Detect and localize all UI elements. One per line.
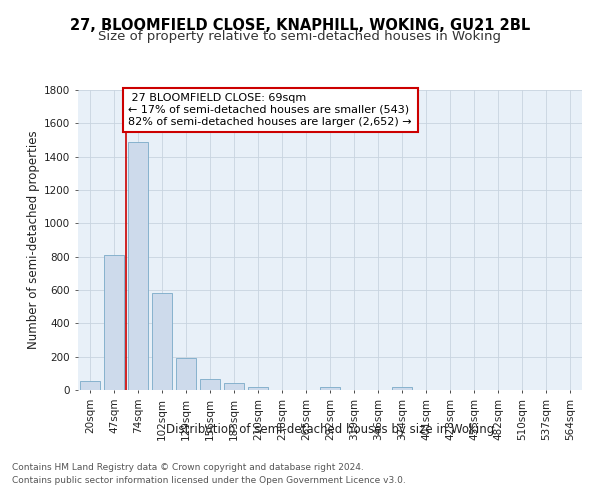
Bar: [320, 386, 340, 390]
Text: 27, BLOOMFIELD CLOSE, KNAPHILL, WOKING, GU21 2BL: 27, BLOOMFIELD CLOSE, KNAPHILL, WOKING, …: [70, 18, 530, 32]
Text: Contains HM Land Registry data © Crown copyright and database right 2024.: Contains HM Land Registry data © Crown c…: [12, 464, 364, 472]
Bar: [104, 255, 124, 390]
Bar: [80, 381, 100, 390]
Bar: [152, 294, 172, 390]
Bar: [128, 142, 148, 390]
Bar: [392, 386, 412, 390]
Text: 27 BLOOMFIELD CLOSE: 69sqm
← 17% of semi-detached houses are smaller (543)
82% o: 27 BLOOMFIELD CLOSE: 69sqm ← 17% of semi…: [128, 94, 412, 126]
Bar: [176, 358, 196, 390]
Text: Size of property relative to semi-detached houses in Woking: Size of property relative to semi-detach…: [98, 30, 502, 43]
Y-axis label: Number of semi-detached properties: Number of semi-detached properties: [27, 130, 40, 350]
Text: Contains public sector information licensed under the Open Government Licence v3: Contains public sector information licen…: [12, 476, 406, 485]
Bar: [200, 379, 220, 390]
Bar: [224, 382, 244, 390]
Bar: [248, 386, 268, 390]
Text: Distribution of semi-detached houses by size in Woking: Distribution of semi-detached houses by …: [166, 422, 494, 436]
